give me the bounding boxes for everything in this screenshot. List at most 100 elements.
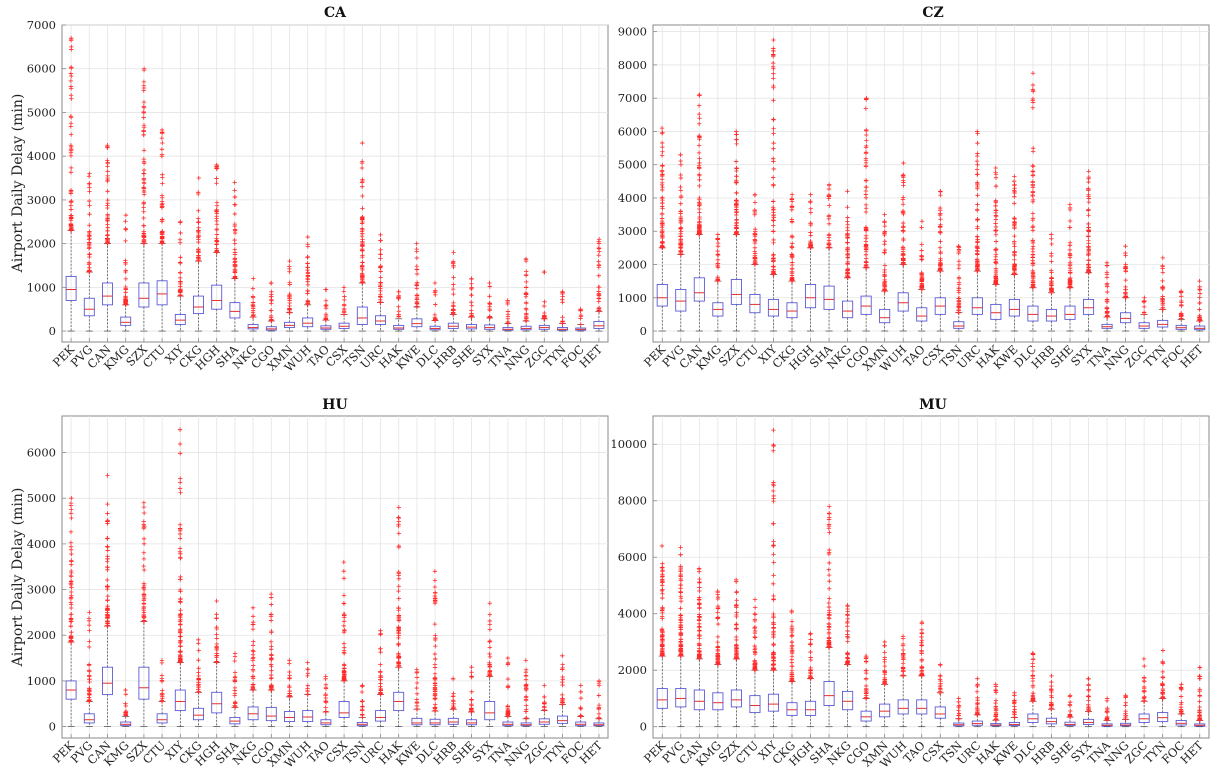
box-iqr <box>823 285 835 310</box>
box-iqr <box>1027 713 1039 723</box>
box-zgc <box>1138 656 1150 728</box>
box-iqr <box>675 688 687 708</box>
box-iqr <box>83 713 95 724</box>
box-urc <box>375 232 386 332</box>
box-iqr <box>860 295 872 315</box>
box-hrb <box>447 250 459 332</box>
box-iqr <box>897 292 909 312</box>
outliers <box>323 287 329 323</box>
outliers <box>487 601 493 679</box>
outliers <box>523 256 529 324</box>
y-tick-label: 2000 <box>27 237 56 251</box>
box-xmn <box>879 639 891 728</box>
outliers <box>974 129 980 274</box>
outliers <box>956 696 962 721</box>
box-iqr <box>211 691 223 714</box>
box-iqr <box>593 320 605 329</box>
box-iqr <box>842 300 854 319</box>
outliers <box>659 543 665 659</box>
outliers <box>826 504 832 650</box>
plot-area-hu <box>61 415 609 739</box>
box-iqr <box>804 700 817 716</box>
box-foc <box>575 307 587 332</box>
outliers <box>250 605 256 693</box>
box-sha <box>823 182 835 332</box>
box-het <box>1194 278 1206 332</box>
box-hgh <box>804 192 817 332</box>
box-iqr <box>156 713 168 724</box>
outliers <box>900 634 906 679</box>
box-iqr <box>338 701 350 718</box>
box-urc <box>971 129 983 332</box>
outliers <box>770 427 776 673</box>
outliers <box>414 241 420 310</box>
box-iqr <box>65 275 77 301</box>
y-tick-label: 4000 <box>618 607 647 621</box>
box-kwe <box>411 241 423 332</box>
box-iqr <box>284 711 295 723</box>
box-pek <box>65 496 77 727</box>
panel-title-hu: HU <box>322 397 347 413</box>
outliers <box>1067 202 1073 290</box>
box-nng <box>1120 244 1132 332</box>
box-iqr <box>484 701 496 721</box>
box-zgc <box>538 683 550 727</box>
box-iqr <box>990 303 1002 320</box>
outliers <box>1197 278 1203 324</box>
box-iqr <box>411 717 423 726</box>
box-hak <box>393 289 405 332</box>
outliers <box>715 232 721 284</box>
box-iqr <box>320 719 332 726</box>
y-tick-label: 4000 <box>27 149 56 163</box>
box-iqr <box>786 702 798 716</box>
box-xmn <box>284 658 295 727</box>
outliers <box>159 127 165 246</box>
box-ctu <box>749 192 761 332</box>
box-urc <box>375 628 386 727</box>
outliers <box>396 505 402 670</box>
outliers <box>341 285 347 317</box>
outliers <box>432 569 438 714</box>
box-foc <box>1175 682 1187 728</box>
box-iqr <box>842 690 854 711</box>
box-tna <box>1101 260 1113 332</box>
box-iqr <box>1157 319 1169 328</box>
outliers <box>1141 295 1147 317</box>
box-iqr <box>393 324 405 330</box>
box-kmg <box>120 687 132 727</box>
outliers <box>68 35 74 233</box>
y-tick-label: 9000 <box>618 25 647 39</box>
box-can <box>102 473 113 727</box>
box-dlc <box>1027 71 1039 332</box>
y-tick-label: 4000 <box>618 191 647 205</box>
outliers <box>323 674 329 715</box>
box-tyn <box>557 653 568 727</box>
box-cgo <box>860 95 872 332</box>
y-tick-label: 0 <box>49 720 56 734</box>
box-tao <box>916 219 928 332</box>
box-pvg <box>83 610 95 727</box>
outliers <box>560 653 565 707</box>
outliers <box>808 631 814 681</box>
box-tsn <box>953 696 965 728</box>
box-wuh <box>897 634 909 728</box>
box-iqr <box>229 302 241 319</box>
box-iqr <box>211 284 223 310</box>
outliers <box>414 667 420 712</box>
box-tyn <box>1157 648 1169 728</box>
box-iqr <box>138 282 150 308</box>
outliers <box>1011 174 1017 277</box>
box-pvg <box>675 152 687 332</box>
box-iqr <box>120 316 132 326</box>
y-tick-label: 7000 <box>618 91 647 105</box>
outliers <box>845 189 851 280</box>
panel-title-mu: MU <box>919 397 947 413</box>
box-kmg <box>120 213 132 332</box>
outliers <box>1160 255 1166 312</box>
box-iqr <box>656 688 668 709</box>
box-iqr <box>193 707 204 721</box>
outliers <box>378 628 383 697</box>
box-ctu <box>156 127 168 332</box>
box-nkg <box>247 276 259 332</box>
